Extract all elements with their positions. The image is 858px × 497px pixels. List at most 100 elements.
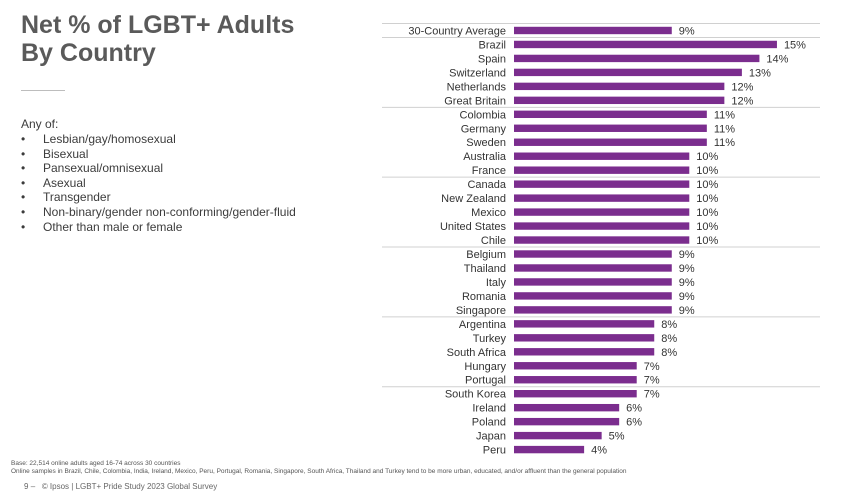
bullet-icon: • — [21, 132, 26, 146]
definition-item-label: Asexual — [43, 175, 86, 190]
bullet-icon: • — [21, 190, 26, 205]
bullet-icon: • — [21, 146, 26, 161]
value-label: 10% — [696, 235, 718, 247]
value-label: 7% — [644, 389, 660, 401]
value-label: 15% — [784, 39, 806, 51]
bar — [514, 194, 690, 202]
definition-item-label: Bisexual — [43, 146, 89, 161]
category-label: South Africa — [447, 347, 507, 359]
category-label: Australia — [463, 151, 507, 163]
value-label: 10% — [696, 179, 718, 191]
category-label: New Zealand — [441, 193, 506, 205]
category-label: Thailand — [464, 263, 506, 275]
value-label: 8% — [661, 319, 677, 331]
value-label: 10% — [696, 151, 718, 163]
category-label: Japan — [476, 431, 506, 443]
definition-item-label: Other than male or female — [43, 219, 183, 234]
bar — [514, 306, 672, 314]
definition-item: • Non-binary/gender non-conforming/gender… — [21, 205, 361, 220]
category-label: Belgium — [466, 249, 506, 261]
bar — [514, 166, 690, 174]
bar — [514, 180, 690, 188]
category-label: Argentina — [459, 319, 507, 331]
category-label: Spain — [478, 53, 506, 65]
category-label: 30-Country Average — [408, 25, 506, 37]
value-label: 11% — [714, 123, 735, 135]
bar — [514, 445, 585, 454]
bar — [514, 376, 637, 384]
category-label: Canada — [467, 179, 506, 191]
category-label: Turkey — [473, 333, 507, 345]
value-label: 7% — [644, 375, 660, 387]
footnote-base: Base: 22,514 online adults aged 16-74 ac… — [11, 460, 181, 467]
category-label: United States — [440, 221, 507, 233]
definition-item: • Transgender — [21, 190, 361, 205]
bar — [514, 124, 707, 132]
value-label: 13% — [749, 67, 771, 79]
page-footer: 9 – © Ipsos | LGBT+ Pride Study 2023 Glo… — [24, 482, 217, 491]
footer-separator: – — [30, 482, 36, 491]
title-line-2: By Country — [21, 39, 156, 67]
category-label: Ireland — [472, 403, 506, 415]
bar — [514, 417, 620, 426]
category-label: Great Britain — [444, 95, 506, 107]
category-label: Colombia — [460, 109, 507, 121]
definition-item: • Bisexual — [21, 147, 361, 162]
bar — [514, 68, 742, 77]
value-label: 7% — [644, 361, 660, 373]
bar — [514, 348, 655, 356]
definition-item: • Pansexual/omnisexual — [21, 161, 361, 176]
bar — [514, 250, 672, 258]
category-label: France — [472, 165, 506, 177]
bullet-icon: • — [21, 204, 26, 219]
value-label: 8% — [661, 347, 677, 359]
value-label: 12% — [731, 95, 753, 107]
bar — [514, 390, 637, 398]
bar — [514, 82, 725, 91]
title-line-1: Net % of LGBT+ Adults — [21, 11, 295, 39]
definition-item-label: Transgender — [43, 190, 111, 205]
footnote: Base: 22,514 online adults aged 16-74 ac… — [11, 460, 851, 476]
value-label: 6% — [626, 417, 642, 429]
definition-item-label: Lesbian/gay/homosexual — [43, 132, 176, 146]
bar — [514, 320, 655, 328]
bar — [514, 152, 690, 160]
definition-item-label: Pansexual/omnisexual — [43, 161, 164, 176]
value-label: 10% — [696, 221, 718, 233]
bar — [514, 403, 620, 412]
value-label: 5% — [609, 431, 625, 443]
category-label: Hungary — [464, 361, 506, 373]
category-label: Brazil — [478, 39, 506, 51]
bar — [514, 292, 672, 300]
category-label: Switzerland — [449, 67, 506, 79]
value-label: 11% — [714, 109, 735, 121]
value-label: 9% — [679, 277, 695, 289]
value-label: 12% — [731, 81, 753, 93]
value-label: 9% — [679, 305, 695, 317]
bar — [514, 208, 690, 216]
bar — [514, 138, 707, 146]
bar — [514, 236, 690, 244]
bar — [514, 264, 672, 272]
value-label: 9% — [679, 263, 695, 275]
bar — [514, 222, 690, 230]
definition-item-label: Non-binary/gender non-conforming/gender-… — [43, 204, 296, 219]
value-label: 14% — [766, 53, 788, 65]
definition-heading: Any of: — [21, 117, 59, 131]
title-divider — [21, 90, 65, 91]
page-number: 9 — [24, 482, 29, 491]
bullet-icon: • — [21, 219, 26, 234]
category-label: Portugal — [465, 375, 506, 387]
value-label: 9% — [679, 249, 695, 261]
bar — [514, 110, 707, 119]
value-label: 10% — [696, 193, 718, 205]
value-label: 9% — [679, 25, 695, 37]
bar — [514, 40, 777, 49]
category-label: Peru — [483, 445, 506, 457]
bar — [514, 26, 672, 35]
category-label: Sweden — [466, 137, 506, 149]
bullet-icon: • — [21, 175, 26, 190]
bar — [514, 362, 637, 370]
bar — [514, 431, 602, 440]
category-label: South Korea — [445, 389, 507, 401]
